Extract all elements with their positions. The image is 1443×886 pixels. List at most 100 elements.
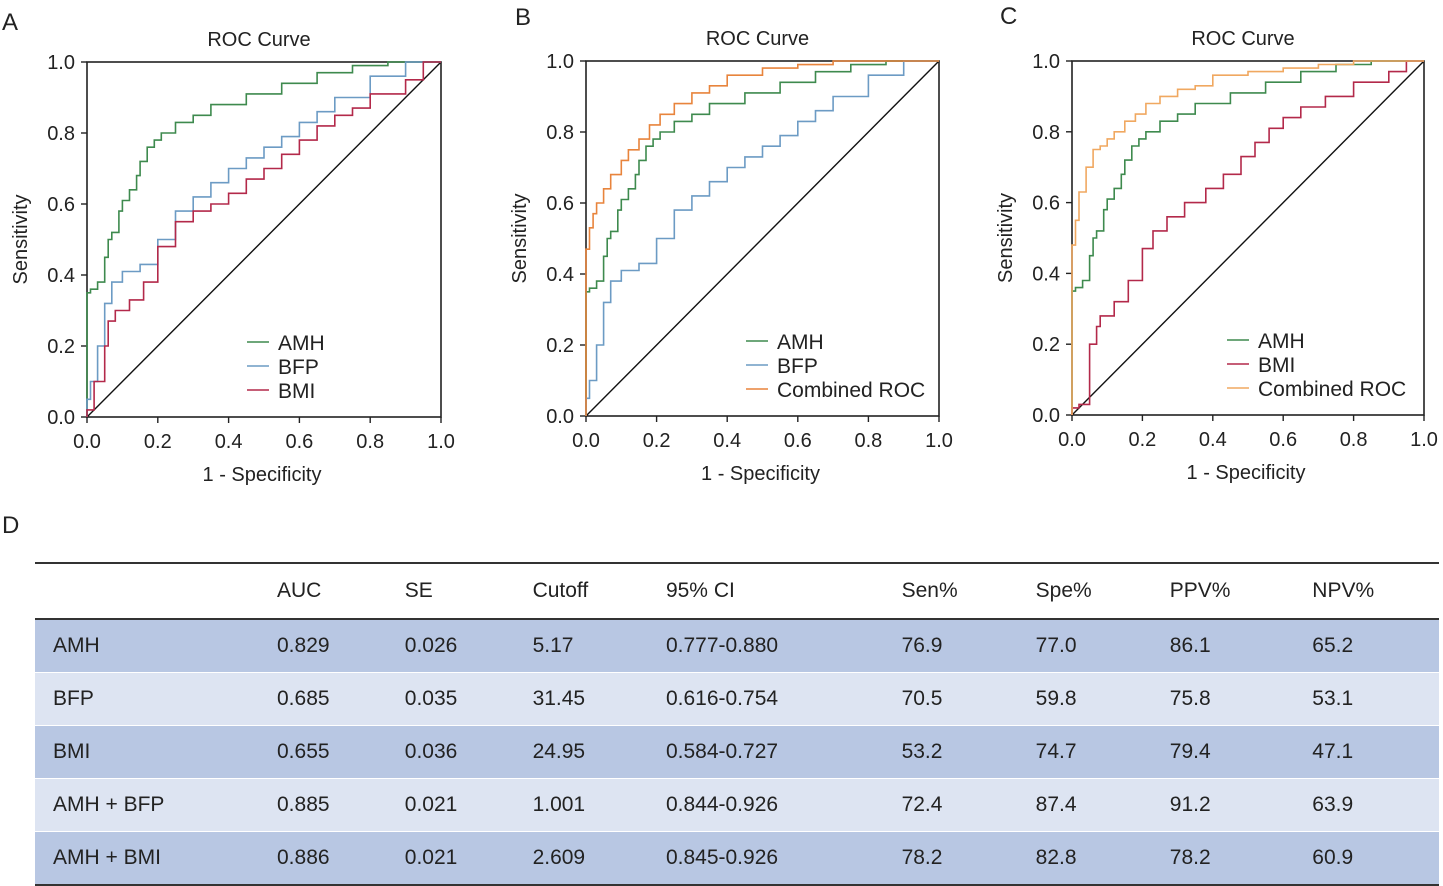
- legend-label: AMH: [278, 332, 325, 355]
- table-cell: 53.1: [1294, 672, 1439, 726]
- y-tick-label: 0.8: [47, 123, 75, 145]
- table-cell: 59.8: [1017, 672, 1152, 726]
- x-tick-label: 0.4: [215, 431, 243, 453]
- plot-frame: [1071, 60, 1425, 416]
- y-tick-label: 0.6: [47, 194, 75, 216]
- x-tick-label: 0.8: [356, 431, 384, 453]
- y-tick-label: 0.8: [1032, 122, 1060, 144]
- legend-label: BMI: [1258, 354, 1295, 377]
- table-cell: 0.777-0.880: [647, 619, 884, 673]
- x-tick-label: 0.8: [854, 430, 882, 452]
- row-label: BFP: [35, 672, 259, 726]
- table-cell: 31.45: [514, 672, 648, 726]
- table-cell: 87.4: [1017, 778, 1152, 832]
- table-cell: 0.655: [259, 725, 387, 779]
- x-tick-label: 0.6: [285, 431, 313, 453]
- legend-label: BMI: [278, 380, 315, 403]
- table-cell: 78.2: [883, 831, 1018, 885]
- column-header: [35, 562, 259, 620]
- table-cell: 91.2: [1151, 778, 1295, 832]
- x-axis-label: 1 - Specificity: [1187, 462, 1306, 484]
- column-header: 95% CI: [647, 562, 884, 620]
- x-tick-label: 0.0: [73, 431, 101, 453]
- table-cell: 53.2: [883, 725, 1018, 779]
- table-cell: 78.2: [1151, 831, 1295, 885]
- table-cell: 86.1: [1151, 619, 1295, 673]
- column-header: AUC: [259, 562, 387, 620]
- roc-series-amh: [86, 61, 441, 417]
- x-tick-label: 0.6: [784, 430, 812, 452]
- legend-label: BFP: [278, 356, 319, 379]
- legend-label: Combined ROC: [1258, 378, 1406, 401]
- legend-label: Combined ROC: [777, 379, 925, 402]
- table-cell: 0.829: [259, 619, 387, 673]
- roc-figure: A B C ROC Curve0.00.00.20.20.40.40.60.60…: [2, 3, 1438, 486]
- roc-series-amh: [1071, 60, 1424, 415]
- roc-series-bmi: [86, 61, 441, 417]
- table-cell: 75.8: [1151, 672, 1295, 726]
- roc-series-combined-roc: [585, 60, 939, 416]
- table-cell: 65.2: [1294, 619, 1439, 673]
- y-tick-label: 1.0: [546, 51, 574, 73]
- legend-label: AMH: [777, 331, 824, 354]
- table-row: AMH + BFP 0.885 0.021 1.001 0.844-0.926 72.4 8…: [35, 778, 1439, 832]
- table-cell: 0.035: [386, 672, 515, 726]
- table-cell: 1.001: [514, 778, 648, 832]
- table-cell: 0.885: [259, 778, 387, 832]
- table-cell: 47.1: [1294, 725, 1439, 779]
- roc-panel-c: ROC Curve 0.00.0 0.2 0.2 0.4 0.4 0.6 0.6 0.8 0.8 1…: [995, 28, 1438, 484]
- column-header: NPV%: [1294, 562, 1439, 620]
- reference-diagonal: [585, 60, 940, 417]
- row-label: AMH: [35, 619, 259, 673]
- table-cell: 77.0: [1017, 619, 1152, 673]
- table-cell: 79.4: [1151, 725, 1295, 779]
- table-cell: 0.021: [386, 831, 515, 885]
- legend-label: BFP: [777, 355, 818, 378]
- table-row: AMH + BMI 0.886 0.021 2.609 0.845-0.926 78.2 8…: [35, 831, 1439, 885]
- table-cell: 0.845-0.926: [647, 831, 884, 885]
- panel-label-b: B: [515, 4, 531, 31]
- table-row: AMH 0.829 0.026 5.17 0.777-0.880 76.9 77.0 86.1…: [35, 619, 1439, 673]
- table-body: AMH 0.829 0.026 5.17 0.777-0.880 76.9 77.0 86.1…: [35, 619, 1439, 885]
- y-tick-label: 0.0: [47, 407, 75, 429]
- column-header: Sen%: [883, 562, 1018, 620]
- column-header: PPV%: [1151, 562, 1295, 620]
- roc-series-bfp: [585, 60, 939, 416]
- table-cell: 0.844-0.926: [647, 778, 884, 832]
- y-tick-label: 0.0: [1032, 405, 1060, 427]
- reference-diagonal: [86, 61, 442, 418]
- panel-label-a: A: [2, 9, 18, 36]
- table-cell: 0.584-0.727: [647, 725, 884, 779]
- reference-diagonal: [1071, 60, 1425, 416]
- table-cell: 63.9: [1294, 778, 1439, 832]
- y-axis-label: Sensitivity: [995, 193, 1017, 283]
- table-cell: 70.5: [883, 672, 1018, 726]
- x-axis-label: 1 - Specificity: [701, 463, 820, 485]
- panel-label-d: D: [2, 512, 20, 539]
- x-tick-label: 0.4: [1199, 429, 1227, 451]
- row-label: AMH + BMI: [35, 831, 259, 885]
- column-header: Spe%: [1017, 562, 1152, 620]
- x-tick-label: 1.0: [427, 431, 455, 453]
- row-label: BMI: [35, 725, 259, 779]
- x-tick-label: 0.2: [1128, 429, 1156, 451]
- table-cell: 24.95: [514, 725, 648, 779]
- table-cell: 0.026: [386, 619, 515, 673]
- plot-frame: [585, 60, 940, 417]
- y-tick-label: 1.0: [1032, 51, 1060, 73]
- x-tick-label: 0.0: [572, 430, 600, 452]
- y-tick-label: 0.2: [47, 336, 75, 358]
- legend-label: AMH: [1258, 330, 1305, 353]
- y-tick-label: 0.0: [546, 406, 574, 428]
- x-tick-label: 0.6: [1269, 429, 1297, 451]
- table-cell: 2.609: [514, 831, 648, 885]
- roc-metrics-table: AUC SE Cutoff 95% CI Sen% Spe% PPV% NPV% AMH 0.8…: [35, 562, 1439, 886]
- y-tick-label: 1.0: [47, 52, 75, 74]
- roc-series-bfp: [86, 61, 441, 417]
- table-cell: 5.17: [514, 619, 648, 673]
- roc-series-combined-roc: [1071, 60, 1424, 415]
- y-axis-label: Sensitivity: [509, 193, 531, 283]
- table-row: BFP 0.685 0.035 31.45 0.616-0.754 70.5 59.8 75.…: [35, 672, 1439, 726]
- y-tick-label: 0.2: [546, 335, 574, 357]
- column-header: SE: [386, 562, 515, 620]
